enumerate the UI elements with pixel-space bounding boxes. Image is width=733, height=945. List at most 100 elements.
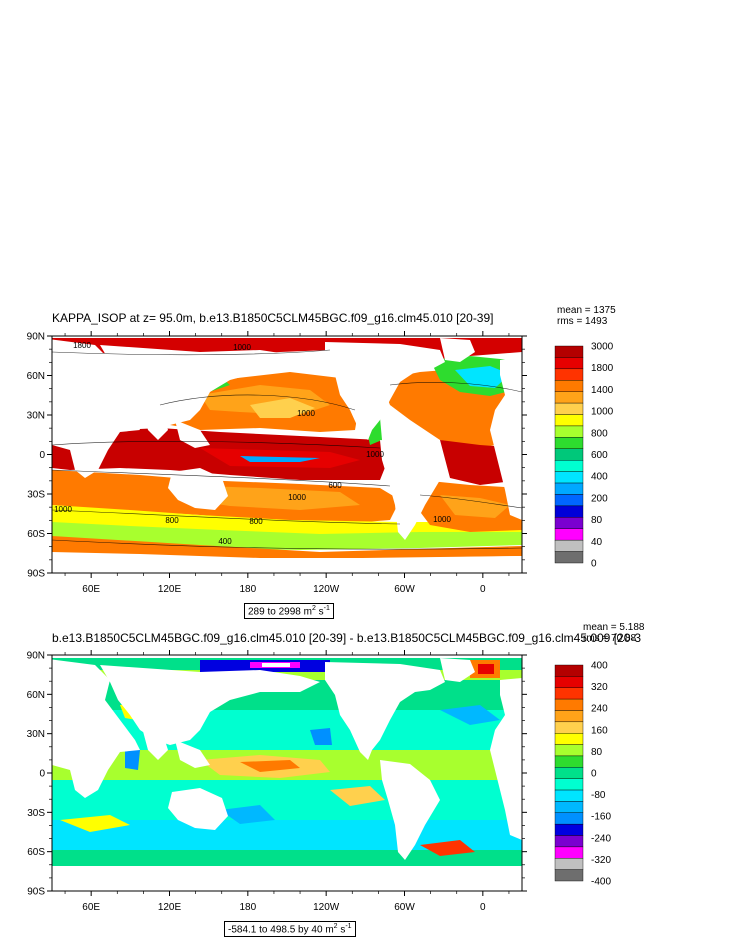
colorbar-label: 320	[591, 682, 608, 693]
y-tick-label: 60N	[27, 690, 45, 701]
colorbar-swatch	[554, 517, 584, 529]
colorbar-swatch	[554, 448, 584, 461]
bottom-map-svg: 90N 60N 30N 0 30S 60S 90S 60E 120E 180 120W 60W 0 40…	[27, 650, 611, 913]
x-tick-label: 120E	[158, 902, 182, 913]
x-tick-label: 60E	[82, 902, 100, 913]
bottom-units-s: s	[337, 924, 346, 936]
colorbar-swatch	[554, 869, 584, 882]
colorbar-swatch	[554, 345, 584, 358]
colorbar-label: 80	[591, 515, 603, 526]
colorbar-swatch	[554, 539, 584, 552]
bottom-units-sup: 2	[333, 923, 338, 930]
bottom-map-field	[52, 655, 522, 891]
top-mean-label: mean = 1375	[557, 305, 616, 316]
colorbar-label: 160	[591, 725, 608, 736]
y-tick-label: 0	[39, 769, 45, 780]
y-tick-label: 30S	[27, 490, 45, 501]
colorbar-swatch	[554, 357, 584, 370]
colorbar-label: 1000	[591, 407, 614, 418]
colorbar-swatch	[554, 835, 584, 848]
contour-label: 800	[165, 516, 179, 525]
colorbar-swatch	[554, 482, 584, 495]
colorbar-swatch	[554, 823, 584, 836]
colorbar-swatch	[554, 402, 584, 415]
colorbar-label: 40	[591, 537, 603, 548]
colorbar-label: 3000	[591, 342, 614, 353]
x-tick-label: 120W	[313, 902, 340, 913]
top-rms-label: rms = 1493	[557, 316, 608, 327]
bottom-map-axes: 90N 60N 30N 0 30S 60S 90S 60E 120E 180 120W 60W 0	[27, 650, 527, 913]
colorbar-swatch	[554, 744, 584, 757]
bottom-rms-label: rms = 70.88	[583, 633, 637, 644]
x-tick-label: 0	[480, 902, 486, 913]
y-tick-label: 30S	[27, 808, 45, 819]
y-tick-label: 90N	[27, 332, 45, 343]
colorbar-label: 400	[591, 661, 608, 672]
top-map-title: KAPPA_ISOP at z= 95.0m, b.e13.B1850C5CLM…	[52, 311, 494, 325]
y-tick-label: 30N	[27, 411, 45, 422]
colorbar-swatch	[554, 789, 584, 802]
contour-label: 800	[249, 517, 263, 526]
top-map-field	[52, 336, 522, 573]
colorbar-label: 200	[591, 493, 608, 504]
bottom-range-box: -584.1 to 498.5 by 40 m2 s-1	[224, 921, 356, 938]
bottom-range-text: -584.1 to 498.5 by 40	[228, 924, 323, 936]
colorbar-label: 800	[591, 428, 608, 439]
colorbar-label: 1800	[591, 363, 614, 374]
colorbar-swatch	[554, 733, 584, 745]
y-tick-label: 60S	[27, 847, 45, 858]
top-range-text: 289 to 2998	[248, 606, 301, 618]
colorbar-swatch	[554, 551, 584, 564]
x-tick-label: 120W	[313, 584, 340, 595]
top-units-s: s	[315, 606, 324, 618]
colorbar-label: 240	[591, 704, 608, 715]
top-units-s-sup: -1	[323, 605, 330, 612]
contour-label: 600	[328, 481, 342, 490]
colorbar-swatch	[554, 391, 584, 404]
colorbar-swatch	[554, 721, 584, 734]
bottom-map-stats: mean = 5.188 rms = 70.88	[583, 622, 644, 644]
colorbar-swatch	[554, 676, 584, 688]
bottom-mean-label: mean = 5.188	[583, 622, 645, 633]
top-units-m: m	[303, 606, 312, 618]
colorbar-label: 0	[591, 769, 597, 780]
colorbar-label: 600	[591, 450, 608, 461]
colorbar-label: 0	[591, 559, 597, 570]
colorbar-label: 80	[591, 747, 603, 758]
colorbar-swatch	[554, 801, 584, 813]
y-tick-label: 90S	[27, 887, 45, 898]
colorbar-swatch	[554, 437, 584, 449]
y-tick-label: 90N	[27, 651, 45, 662]
top-map-panel: KAPPA_ISOP at z= 95.0m, b.e13.B1850C5CLM…	[27, 305, 616, 620]
bottom-units-s-sup: -1	[345, 923, 352, 930]
colorbar-swatch	[554, 380, 584, 392]
colorbar-swatch	[554, 846, 584, 859]
colorbar-swatch	[554, 471, 584, 484]
y-tick-label: 0	[39, 450, 45, 461]
colorbar-swatch	[554, 755, 584, 768]
bottom-map-panel: b.e13.B1850C5CLM45BGC.f09_g16.clm45.010 …	[0, 610, 733, 945]
x-tick-label: 0	[480, 584, 486, 595]
colorbar-label: -400	[591, 877, 611, 888]
top-map-axes: 90N 60N 30N 0 30S 60S 90S 60E 120E 180 120W 60W 0	[27, 331, 527, 595]
bottom-colorbar: 400 320 240 160 80 0 -80 -160 -240 -320 -400	[554, 661, 611, 888]
x-tick-label: 60E	[82, 584, 100, 595]
x-tick-label: 60W	[394, 902, 415, 913]
x-tick-label: 180	[239, 584, 256, 595]
contour-label: 1000	[297, 409, 315, 418]
colorbar-label: -240	[591, 833, 611, 844]
colorbar-swatch	[554, 858, 584, 870]
top-range-box: 289 to 2998 m2 s-1	[244, 603, 334, 620]
y-tick-label: 60S	[27, 529, 45, 540]
x-tick-label: 120E	[158, 584, 182, 595]
colorbar-label: -320	[591, 855, 611, 866]
y-tick-label: 60N	[27, 371, 45, 382]
y-tick-label: 90S	[27, 569, 45, 580]
colorbar-swatch	[554, 664, 584, 677]
colorbar-swatch	[554, 687, 584, 700]
top-units-sup: 2	[311, 605, 316, 612]
x-tick-label: 180	[239, 902, 256, 913]
colorbar-swatch	[554, 494, 584, 507]
